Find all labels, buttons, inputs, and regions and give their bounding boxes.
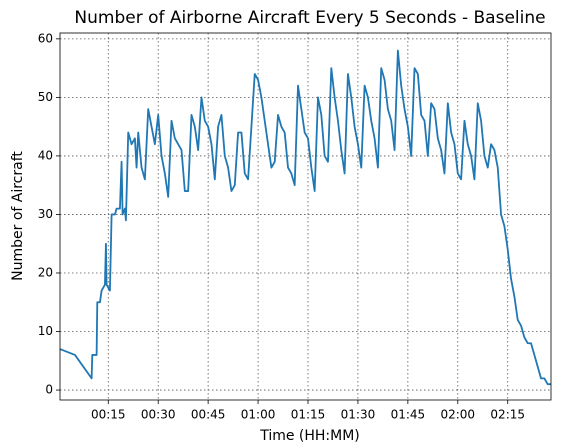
y-tick-label: 50 — [38, 90, 53, 104]
x-tick-label: 01:15 — [291, 408, 326, 422]
y-tick-label: 30 — [38, 207, 53, 221]
x-tick-label: 01:45 — [391, 408, 426, 422]
y-tick-label: 40 — [38, 148, 53, 162]
chart-title: Number of Airborne Aircraft Every 5 Seco… — [74, 8, 545, 28]
x-tick-label: 00:15 — [91, 408, 126, 422]
y-tick-label: 60 — [38, 31, 53, 45]
y-tick-label: 10 — [38, 324, 53, 338]
x-axis-label: Time (HH:MM) — [259, 428, 360, 444]
x-tick-label: 00:45 — [191, 408, 226, 422]
x-tick-label: 01:30 — [341, 408, 376, 422]
y-axis-label: Number of Aircraft — [10, 151, 26, 281]
x-tick-label: 02:15 — [490, 408, 525, 422]
y-tick-label: 20 — [38, 265, 53, 279]
x-tick-label: 01:00 — [241, 408, 276, 422]
x-tick-label: 02:00 — [440, 408, 475, 422]
x-tick-label: 00:30 — [141, 408, 176, 422]
plot-frame — [59, 32, 552, 401]
y-tick-label: 0 — [45, 383, 53, 397]
data-line — [59, 49, 551, 386]
